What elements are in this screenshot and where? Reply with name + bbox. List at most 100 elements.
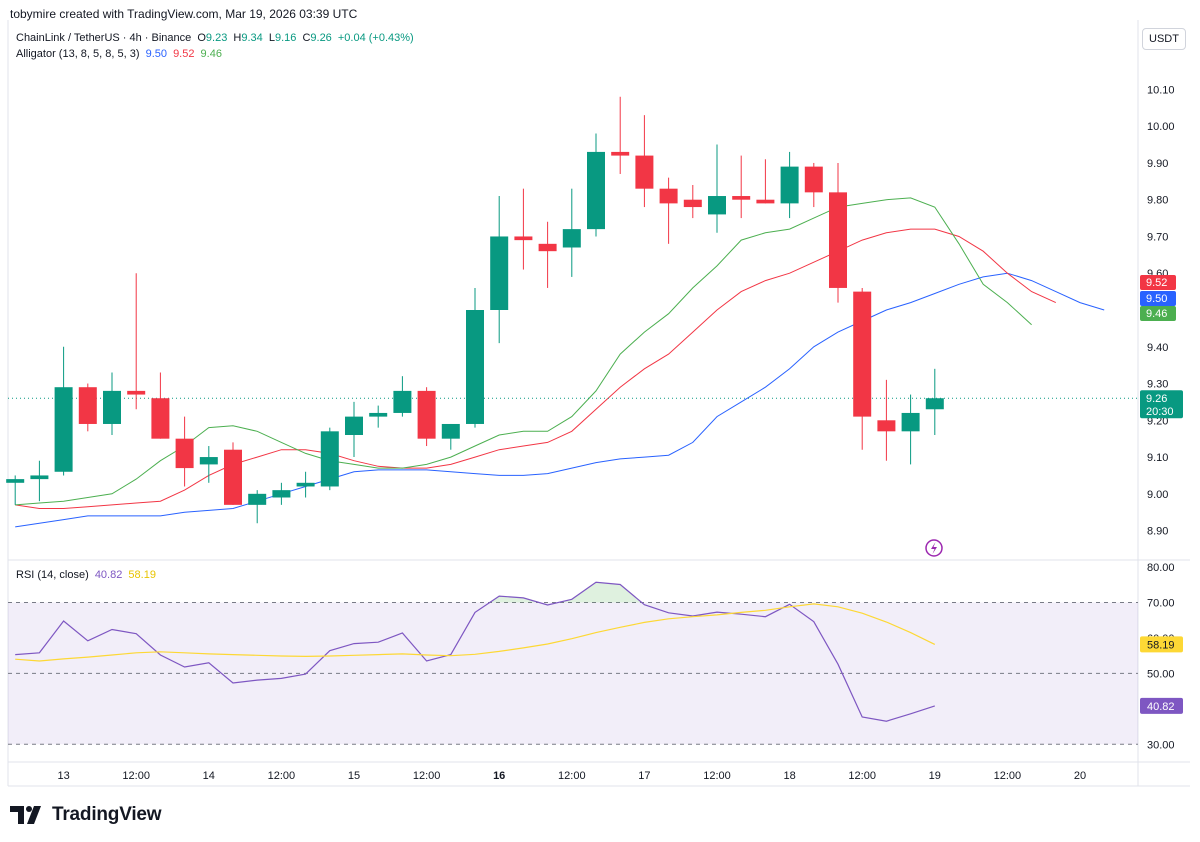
candle[interactable] [780,151,799,219]
time-tick-label: 19 [929,770,941,782]
candle[interactable] [490,196,509,344]
price-tick-label: 9.30 [1147,379,1168,391]
candle-body [78,387,97,424]
candle[interactable] [514,188,533,270]
candle-body [151,398,170,439]
candle[interactable] [587,133,605,237]
rsi-band-fill [8,602,1138,745]
candle[interactable] [829,162,847,303]
lightning-icon[interactable] [925,539,943,557]
price-tick-label: 9.70 [1147,231,1168,243]
time-tick-label: 12:00 [268,770,296,782]
candle[interactable] [103,372,121,436]
price-tick-label: 10.10 [1147,84,1175,96]
alligator-teeth-label-box [1140,275,1176,290]
candle[interactable] [393,376,412,417]
candle[interactable] [562,188,581,277]
candle[interactable] [6,475,25,505]
rsi-background [8,582,1138,745]
candle-body [30,475,49,480]
time-tick-label: 12:00 [703,770,731,782]
candle-body [635,155,654,189]
price-tick-label: 9.00 [1147,489,1168,501]
rsi-overbought-fill [571,582,596,603]
symbol-title[interactable]: ChainLink / TetherUS · 4h · Binance [16,32,192,44]
candle-body [417,390,436,439]
time-tick-label: 13 [57,770,69,782]
candle-body [490,236,509,310]
alligator-teeth-line [15,228,1057,509]
low-value: 9.16 [274,32,297,44]
time-tick-label: 20 [1074,770,1086,782]
price-legend: ChainLink / TetherUS · 4h · Binance O9.2… [16,32,417,44]
misc-marks [925,539,943,557]
time-axis: 13 12:00 14 12:00 15 12:00 16 12:00 17 12:00 18 12:… [57,770,1086,782]
candle-body [393,390,412,413]
ohlc-high: H9.34 [233,32,262,44]
candle[interactable] [320,427,339,491]
time-tick-label: 14 [203,770,215,782]
candle-body [829,192,847,288]
candle[interactable] [756,159,775,204]
candle-body [925,398,944,410]
candle-body [538,243,557,252]
candle[interactable] [538,221,557,288]
candle[interactable] [708,144,726,233]
candle[interactable] [224,442,242,505]
rsi-ma-value: 58.19 [128,569,156,581]
rsi-lines [15,581,936,722]
open-label: O [197,32,206,44]
candle[interactable] [683,185,702,219]
candle-body [514,236,533,241]
candle-body [756,199,775,204]
ohlc-open: O9.23 [197,32,227,44]
candle[interactable] [369,405,388,428]
candle[interactable] [127,273,146,410]
jaw-value: 9.50 [145,48,167,60]
candle[interactable] [441,423,460,450]
candle[interactable] [611,96,630,174]
candle[interactable] [853,287,872,450]
candle-body [224,449,242,505]
time-tick-label: 18 [783,770,795,782]
candle-body [54,387,73,472]
alligator-legend: Alligator (13, 8, 5, 8, 5, 3) 9.50 9.52 … [16,48,225,60]
candle-body [441,423,460,439]
rsi-title[interactable]: RSI (14, close) [16,569,89,581]
lips-value: 9.46 [200,48,222,60]
alligator-lips-label-box [1140,306,1176,321]
candle[interactable] [901,394,920,465]
candle[interactable] [732,155,751,219]
candle[interactable] [175,416,194,487]
candle[interactable] [466,287,484,428]
candle[interactable] [30,460,49,502]
candle[interactable] [925,368,944,435]
candle[interactable] [151,372,170,439]
price-grid [7,20,1190,787]
alligator-title[interactable]: Alligator (13, 8, 5, 8, 5, 3) [16,48,140,60]
candle[interactable] [345,401,363,458]
rsi-value: 40.82 [94,569,123,581]
price-tick-label: 9.80 [1147,195,1168,207]
rsi-tick-label: 30.00 [1147,739,1175,751]
candle[interactable] [804,162,823,208]
change-value: +0.04 (+0.43%) [337,32,414,44]
candle[interactable] [635,115,654,208]
candle-body [248,493,267,505]
candle[interactable] [78,383,97,432]
created-by-text: tobymire created with TradingView.com, M… [10,7,358,21]
candle[interactable] [659,177,678,244]
candle[interactable] [199,446,218,483]
candle[interactable] [417,387,436,447]
candle-body [369,412,388,417]
time-tick-label: 12:00 [413,770,441,782]
rsi-tick-label: 70.00 [1147,598,1175,610]
currency-unit-button[interactable]: USDT [1142,28,1186,50]
candle[interactable] [248,490,267,524]
candle[interactable] [877,379,896,461]
candle[interactable] [272,482,291,505]
candle[interactable] [296,471,315,498]
candle[interactable] [54,346,73,476]
